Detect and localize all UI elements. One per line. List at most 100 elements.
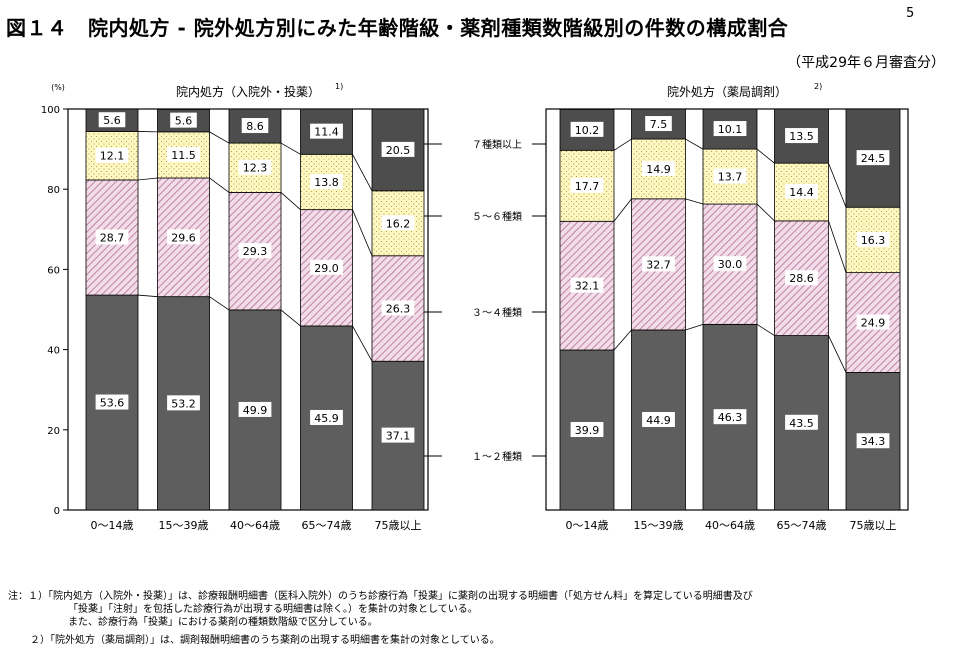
connector-line [756, 148, 775, 164]
value-label-bg [785, 414, 818, 430]
value-label: 5.6 [175, 115, 193, 128]
connector-line [613, 329, 632, 351]
y-tick-label: 60 [47, 265, 60, 276]
value-label-bg [856, 314, 890, 330]
x-tick-label: 15～39歳 [634, 519, 684, 532]
value-label-bg [713, 256, 747, 272]
value-label-bg [310, 259, 343, 275]
connector-line [828, 220, 847, 273]
panel-title-sup-1: 1) [335, 82, 343, 91]
value-label: 29.3 [243, 245, 268, 258]
connector-line [685, 198, 704, 205]
value-label-bg [310, 123, 343, 139]
note-1-line-1: 注：１）「院内処方（入院外・投薬）」は、診療報酬明細書（医科入院外）のうち診療行… [8, 591, 753, 602]
value-label-bg [713, 121, 747, 137]
connector-line [828, 162, 847, 208]
connector-line [613, 198, 632, 222]
value-label: 29.6 [171, 231, 196, 244]
value-label-bg [381, 141, 415, 157]
value-label-bg [642, 256, 675, 272]
value-label-bg [381, 215, 415, 231]
value-label: 13.5 [789, 130, 814, 143]
value-label-bg [570, 277, 604, 293]
value-label-bg [713, 168, 747, 184]
bar-segment [845, 108, 901, 208]
value-label-bg [170, 112, 197, 128]
value-label: 30.0 [718, 258, 743, 271]
y-tick-label: 100 [41, 105, 60, 116]
connector-line [613, 138, 632, 151]
value-label-bg [167, 395, 200, 411]
connector-line [352, 154, 373, 191]
value-label: 7.5 [650, 118, 668, 131]
value-label: 16.2 [386, 217, 411, 230]
value-label-bg [713, 409, 747, 425]
x-tick-label: 40～64歳 [230, 519, 280, 532]
value-label: 12.1 [100, 150, 125, 163]
value-label: 5.6 [103, 114, 121, 127]
y-tick-label: 0 [54, 506, 60, 517]
connector-line [209, 177, 230, 193]
value-label: 53.2 [171, 397, 196, 410]
x-tick-label: 75歳以上 [850, 519, 897, 532]
value-label: 39.9 [575, 424, 600, 437]
connector-line [137, 294, 158, 298]
connector-line [685, 323, 704, 331]
value-label: 24.9 [861, 317, 886, 330]
connector-line [280, 192, 301, 210]
legend-label: ３～４種類 [472, 306, 522, 319]
value-label: 8.6 [246, 120, 264, 133]
value-label-bg [238, 159, 272, 175]
value-label: 13.8 [314, 176, 339, 189]
value-label-bg [570, 422, 604, 438]
x-tick-label: 0～14歳 [91, 519, 134, 532]
value-label-bg [381, 427, 415, 443]
value-label: 16.3 [861, 234, 886, 247]
x-tick-label: 65～74歳 [302, 519, 352, 532]
value-label: 13.7 [718, 171, 743, 184]
value-label-bg [645, 116, 672, 132]
value-label: 43.5 [789, 417, 814, 430]
connector-line [756, 324, 775, 336]
legend-label: ５～６種類 [472, 210, 522, 223]
panel-title-sup-2: 2) [814, 82, 822, 91]
value-label-bg [856, 150, 890, 166]
value-label: 28.7 [100, 232, 125, 245]
value-label: 12.3 [243, 162, 268, 175]
connector-line [685, 138, 704, 150]
value-label-bg [642, 160, 675, 176]
value-label-bg [167, 229, 200, 245]
value-label-bg [95, 394, 129, 410]
connector-line [756, 203, 775, 222]
value-label: 11.4 [314, 126, 339, 139]
value-label: 37.1 [386, 430, 411, 443]
value-label: 29.0 [314, 262, 339, 275]
value-label: 49.9 [243, 404, 268, 417]
x-tick-label: 75歳以上 [375, 519, 422, 532]
connector-line [352, 209, 373, 256]
value-label: 45.9 [314, 412, 339, 425]
value-label: 10.2 [575, 124, 600, 137]
y-axis-label: (%) [51, 83, 65, 92]
value-label-bg [856, 231, 890, 247]
bar-segment [228, 142, 282, 193]
value-label-bg [95, 147, 129, 163]
y-tick-label: 20 [47, 426, 60, 437]
panel-title-1: 院内処方（入院外・投薬） [176, 84, 320, 99]
connector-line [280, 309, 301, 327]
value-label: 32.7 [646, 258, 671, 271]
x-tick-label: 40～64歳 [705, 519, 755, 532]
connector-line [209, 296, 230, 311]
value-label: 34.3 [861, 435, 886, 448]
note-1-line-3: また、診療行為「投薬」における薬剤の種類数階級で区分している。 [68, 617, 378, 628]
value-label-bg [642, 411, 675, 427]
value-label-bg [381, 300, 415, 316]
value-label: 20.5 [386, 144, 411, 157]
bar-segment [702, 203, 758, 325]
value-label-bg [785, 128, 818, 144]
value-label: 26.3 [386, 302, 411, 315]
connector-line [209, 131, 230, 144]
value-label-bg [310, 409, 343, 425]
connector-line [137, 177, 158, 181]
